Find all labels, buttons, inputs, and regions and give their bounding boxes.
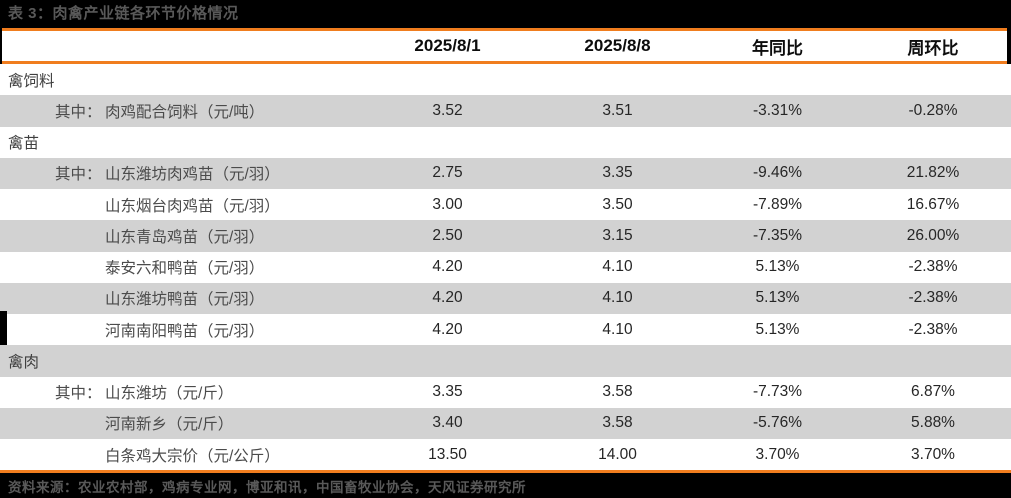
- header-date-2: 2025/8/8: [584, 36, 651, 55]
- cell-wow: 5.88%: [911, 414, 955, 432]
- cell-yoy: -3.31%: [752, 101, 803, 119]
- table-header-row: 2025/8/1 2025/8/8 年同比 周环比: [0, 31, 1011, 61]
- row-label: 山东青岛鸡苗（元/羽）: [0, 225, 360, 247]
- row-label: 其中： 山东潍坊（元/斤）: [0, 381, 360, 403]
- row-label-text: 肉鸡配合饲料（元/吨）: [105, 103, 265, 121]
- divider-top: [0, 28, 1011, 31]
- cell-yoy: -9.46%: [752, 164, 803, 182]
- cell-price-1: 2.75: [432, 164, 463, 182]
- row-label-text: 山东潍坊肉鸡苗（元/羽）: [105, 166, 280, 184]
- cell-yoy: -7.89%: [752, 195, 803, 213]
- row-prefix: 其中：: [55, 385, 102, 403]
- data-row: 白条鸡大宗价（元/公斤） 13.50 14.00 3.70% 3.70%: [0, 439, 1011, 471]
- cell-yoy: 5.13%: [755, 289, 800, 307]
- cell-price-1: 3.00: [432, 195, 463, 213]
- header-date-1: 2025/8/1: [414, 36, 481, 55]
- header-wow: 周环比: [907, 38, 959, 58]
- cell-wow: 6.87%: [911, 383, 955, 401]
- row-label-text: 禽饲料: [8, 72, 55, 90]
- table-title: 表 3：肉禽产业链各环节价格情况: [8, 5, 239, 22]
- cell-wow: 26.00%: [906, 226, 960, 244]
- cell-price-2: 4.10: [602, 258, 633, 276]
- row-label: 其中： 山东潍坊肉鸡苗（元/羽）: [0, 162, 360, 184]
- row-label-text: 山东潍坊鸭苗（元/羽）: [105, 291, 265, 309]
- row-label: 禽饲料: [0, 69, 360, 91]
- cell-price-1: 4.20: [432, 289, 463, 307]
- cell-wow: 16.67%: [906, 195, 960, 213]
- cell-yoy: 5.13%: [755, 258, 800, 276]
- row-label-text: 禽肉: [8, 353, 40, 371]
- cell-wow: -2.38%: [908, 289, 958, 307]
- row-label-text: 山东青岛鸡苗（元/羽）: [105, 228, 265, 246]
- divider-header: [0, 61, 1011, 64]
- row-label: 禽肉: [0, 350, 360, 372]
- row-label: 其中： 肉鸡配合饲料（元/吨）: [0, 100, 360, 122]
- row-label-text: 山东烟台肉鸡苗（元/羽）: [105, 197, 280, 215]
- source-text: 资料来源：农业农村部，鸡病专业网，博亚和讯，中国畜牧业协会，天风证券研究所: [8, 479, 526, 495]
- edge-artifact-left: [0, 28, 2, 64]
- cell-yoy: -7.35%: [752, 226, 803, 244]
- cell-wow: 21.82%: [906, 164, 960, 182]
- row-label-text: 禽苗: [8, 135, 40, 153]
- cell-price-2: 3.15: [602, 226, 633, 244]
- table-body: 禽饲料 其中： 肉鸡配合饲料（元/吨） 3.52 3.51 -3.31% -0.28% 禽苗其…: [0, 64, 1011, 471]
- row-label: 河南南阳鸭苗（元/羽）: [0, 319, 360, 341]
- row-label-text: 白条鸡大宗价（元/公斤）: [105, 447, 280, 465]
- cell-yoy: 3.70%: [755, 445, 800, 463]
- row-prefix: 其中：: [55, 166, 102, 184]
- row-label-text: 河南新乡（元/斤）: [105, 416, 234, 434]
- cell-price-1: 3.35: [432, 383, 463, 401]
- cell-wow: -2.38%: [908, 258, 958, 276]
- row-prefix: 其中：: [55, 103, 102, 121]
- cell-price-1: 13.50: [428, 445, 467, 463]
- cell-price-1: 3.40: [432, 414, 463, 432]
- cell-price-1: 3.52: [432, 101, 463, 119]
- row-label: 白条鸡大宗价（元/公斤）: [0, 444, 360, 466]
- cell-price-2: 4.10: [602, 289, 633, 307]
- cell-price-2: 3.35: [602, 164, 633, 182]
- cell-price-1: 2.50: [432, 226, 463, 244]
- cell-price-1: 4.20: [432, 258, 463, 276]
- divider-bottom: [0, 470, 1011, 474]
- cell-yoy: -7.73%: [752, 383, 803, 401]
- edge-artifact-right: [1007, 0, 1011, 64]
- header-yoy: 年同比: [752, 38, 803, 58]
- cell-yoy: 5.13%: [755, 320, 800, 338]
- row-label: 河南新乡（元/斤）: [0, 412, 360, 434]
- cell-price-2: 4.10: [602, 320, 633, 338]
- data-row: 泰安六和鸭苗（元/羽） 4.20 4.10 5.13% -2.38%: [0, 251, 1011, 283]
- cell-wow: 3.70%: [911, 445, 955, 463]
- row-label: 禽苗: [0, 131, 360, 153]
- data-row: 河南新乡（元/斤） 3.40 3.58 -5.76% 5.88%: [0, 407, 1011, 439]
- row-label: 山东烟台肉鸡苗（元/羽）: [0, 194, 360, 216]
- edge-artifact-mid: [0, 311, 7, 345]
- cell-price-2: 3.58: [602, 414, 633, 432]
- cell-wow: -2.38%: [908, 320, 958, 338]
- row-label-text: 泰安六和鸭苗（元/羽）: [105, 260, 265, 278]
- cell-price-2: 14.00: [598, 445, 637, 463]
- row-label: 泰安六和鸭苗（元/羽）: [0, 256, 360, 278]
- cell-price-2: 3.51: [602, 101, 633, 119]
- row-label: 山东潍坊鸭苗（元/羽）: [0, 287, 360, 309]
- row-label-text: 山东潍坊（元/斤）: [105, 385, 234, 403]
- data-row: 山东烟台肉鸡苗（元/羽） 3.00 3.50 -7.89% 16.67%: [0, 189, 1011, 221]
- data-row: 其中： 肉鸡配合饲料（元/吨） 3.52 3.51 -3.31% -0.28%: [0, 95, 1011, 127]
- row-label-text: 河南南阳鸭苗（元/羽）: [105, 322, 265, 340]
- section-row: 禽肉: [0, 345, 1011, 377]
- section-row: 禽苗: [0, 126, 1011, 158]
- section-row: 禽饲料: [0, 64, 1011, 96]
- data-row: 其中： 山东潍坊肉鸡苗（元/羽） 2.75 3.35 -9.46% 21.82%: [0, 157, 1011, 189]
- source-bar: 资料来源：农业农村部，鸡病专业网，博亚和讯，中国畜牧业协会，天风证券研究所: [0, 473, 1011, 498]
- table-title-bar: 表 3：肉禽产业链各环节价格情况: [0, 0, 1011, 28]
- data-row: 河南南阳鸭苗（元/羽） 4.20 4.10 5.13% -2.38%: [0, 314, 1011, 346]
- cell-price-2: 3.58: [602, 383, 633, 401]
- cell-yoy: -5.76%: [752, 414, 803, 432]
- data-row: 山东青岛鸡苗（元/羽） 2.50 3.15 -7.35% 26.00%: [0, 220, 1011, 252]
- cell-price-1: 4.20: [432, 320, 463, 338]
- data-row: 其中： 山东潍坊（元/斤） 3.35 3.58 -7.73% 6.87%: [0, 376, 1011, 408]
- cell-price-2: 3.50: [602, 195, 633, 213]
- cell-wow: -0.28%: [908, 101, 958, 119]
- data-row: 山东潍坊鸭苗（元/羽） 4.20 4.10 5.13% -2.38%: [0, 282, 1011, 314]
